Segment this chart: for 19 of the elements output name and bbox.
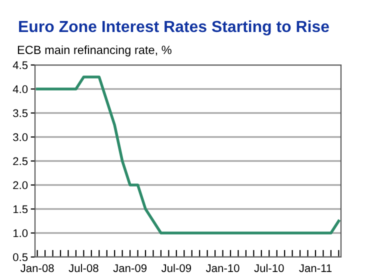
x-tick-label: Jan-10 <box>206 264 240 272</box>
y-tick-label: 2.5 <box>13 157 28 166</box>
x-tick-label: Jul-10 <box>254 264 284 272</box>
y-tick-label: 3.5 <box>13 109 28 118</box>
x-tick-label: Jan-09 <box>113 264 147 272</box>
chart-title: Euro Zone Interest Rates Starting to Rise <box>19 20 329 36</box>
y-tick-label: 0.5 <box>13 253 28 262</box>
y-tick-label: 2.0 <box>13 181 28 190</box>
y-tick-label: 1.5 <box>13 205 28 214</box>
x-tick-label: Jul-09 <box>161 264 192 272</box>
x-tick-label: Jul-08 <box>68 264 98 272</box>
y-tick-label: 4.5 <box>12 61 28 70</box>
x-tick-label: Jan-08 <box>20 264 54 272</box>
chart-subtitle: ECB main refinancing rate, % <box>18 45 172 56</box>
y-tick-label: 3.0 <box>13 133 28 142</box>
x-tick-label: Jan-11 <box>299 264 332 272</box>
y-tick-label: 1.0 <box>13 229 28 238</box>
line-series <box>36 76 340 234</box>
y-tick-label: 4.0 <box>12 85 28 94</box>
